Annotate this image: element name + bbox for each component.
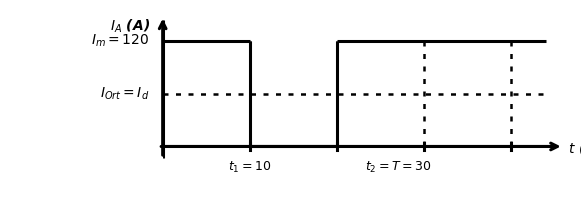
Text: $I_m=120$: $I_m=120$: [91, 32, 150, 49]
Text: $I_A$ (A): $I_A$ (A): [109, 18, 150, 35]
Text: $t_1=10$: $t_1=10$: [228, 160, 271, 175]
Text: $t$ (sn): $t$ (sn): [568, 140, 581, 156]
Text: $I_{Ort}=I_d$: $I_{Ort}=I_d$: [101, 85, 150, 102]
Text: $t_2=T=30$: $t_2=T=30$: [365, 160, 431, 175]
